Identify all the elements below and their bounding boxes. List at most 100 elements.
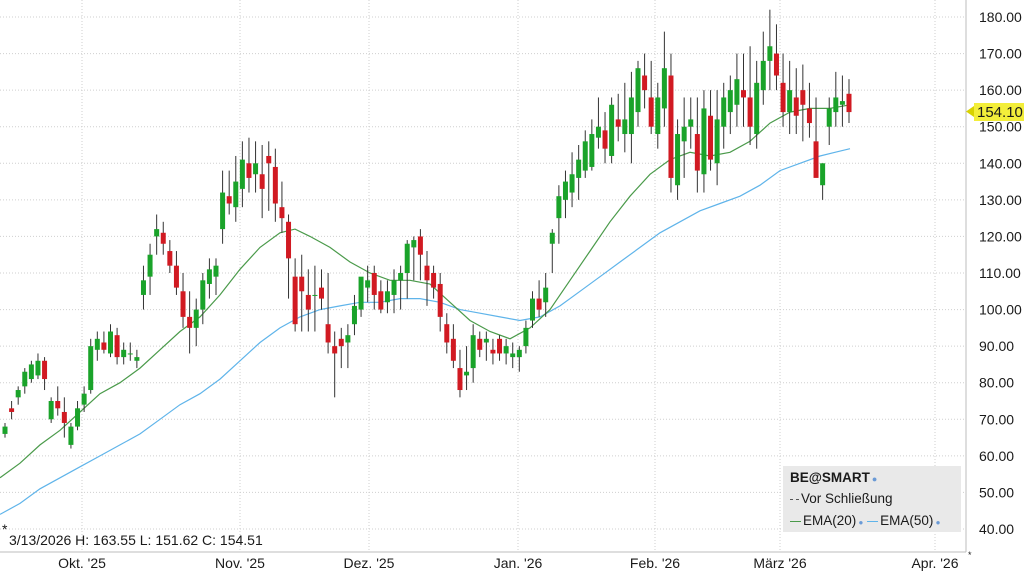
candle-body	[437, 283, 443, 317]
candle-body	[22, 371, 28, 387]
candle-body	[220, 192, 226, 230]
candle-body	[239, 159, 245, 189]
y-tick-label: 130.00	[979, 192, 1022, 208]
candle-body	[213, 265, 219, 277]
legend-ema20-label[interactable]: EMA(20)	[803, 513, 857, 528]
candle-body	[75, 408, 81, 427]
candle-body	[325, 324, 331, 343]
legend-close-label: Vor Schließung	[801, 491, 893, 506]
candle	[384, 280, 390, 314]
candle-body	[226, 196, 232, 204]
candle-body	[88, 346, 94, 391]
candle-body	[55, 401, 61, 409]
candle-body	[286, 221, 292, 259]
candle-body	[48, 401, 54, 420]
candle	[681, 97, 687, 178]
candle-body	[820, 163, 826, 186]
candle	[147, 243, 153, 295]
candle	[628, 71, 634, 164]
candle	[516, 346, 522, 372]
settings-dot-icon[interactable]: ●	[871, 474, 878, 484]
candle	[68, 422, 74, 449]
candle	[569, 152, 575, 208]
candle-body	[292, 276, 298, 325]
candle	[338, 327, 344, 369]
candle	[9, 401, 15, 420]
candle	[286, 214, 292, 299]
candle-body	[167, 251, 173, 266]
candle	[510, 342, 516, 369]
candle	[81, 386, 87, 412]
ohlc-info-line: 3/13/2026 H: 163.55 L: 151.62 C: 154.51	[9, 532, 263, 548]
candle-body	[200, 280, 206, 310]
candle	[530, 291, 535, 328]
candle	[675, 119, 681, 200]
candle-body	[266, 155, 272, 164]
candle-body	[42, 360, 48, 380]
candle	[2, 422, 8, 438]
ema50-settings-icon[interactable]: ●	[933, 518, 941, 527]
candle	[655, 82, 661, 149]
candle	[773, 24, 779, 91]
candle	[88, 338, 94, 394]
candle	[226, 170, 232, 215]
candle	[48, 397, 54, 423]
candle	[187, 291, 193, 354]
candle-body	[688, 119, 694, 127]
candle	[239, 141, 245, 208]
candle	[780, 53, 786, 127]
candle-body	[391, 280, 397, 295]
x-axis-ticks: Okt. '25 Nov. '25 Dez. '25 Jan. '26 Feb. '26…	[58, 555, 959, 571]
last-price-arrow	[966, 106, 974, 117]
candle-body	[556, 196, 562, 219]
candle	[305, 269, 311, 332]
candle	[272, 148, 278, 222]
candle-body	[134, 357, 140, 361]
ema20-series	[0, 104, 851, 479]
candle	[35, 353, 41, 380]
candle-body	[813, 141, 819, 178]
candle	[431, 265, 437, 299]
candle-body	[319, 287, 324, 299]
candle	[826, 97, 832, 145]
candle	[806, 82, 812, 138]
candle	[688, 97, 694, 149]
candle	[358, 276, 364, 317]
candle-body	[793, 97, 799, 116]
y-tick-label: 170.00	[979, 46, 1022, 62]
candle	[154, 214, 160, 255]
candle	[734, 53, 740, 127]
candle-body	[332, 346, 338, 354]
candle	[450, 324, 456, 369]
candle	[741, 53, 746, 127]
legend-ema50-label[interactable]: EMA(50)	[880, 513, 934, 528]
candle	[312, 265, 318, 332]
candle-body	[589, 134, 595, 167]
candle-body	[530, 298, 535, 321]
info-line-marker: *	[2, 521, 8, 537]
candle-body	[411, 240, 417, 248]
candle	[94, 331, 100, 361]
x-tick-label: Apr. '26	[911, 555, 958, 571]
ema50-series	[0, 148, 851, 515]
candle-body	[2, 426, 8, 434]
candle-body	[490, 349, 496, 354]
candle-body	[562, 181, 568, 200]
candle	[173, 251, 179, 295]
candle-body	[846, 93, 852, 113]
candle	[562, 170, 568, 219]
y-tick-label: 60.00	[979, 448, 1014, 464]
candle-body	[378, 291, 384, 310]
candle-body	[734, 79, 740, 105]
candle-body	[477, 338, 483, 350]
candle	[787, 60, 793, 135]
candle	[266, 141, 272, 211]
candle	[411, 236, 417, 281]
ema20-settings-icon[interactable]: ●	[856, 518, 864, 527]
candle	[661, 31, 667, 127]
candle	[371, 265, 377, 310]
candle-body	[68, 426, 74, 445]
candle-body	[800, 90, 806, 105]
candle	[325, 273, 331, 354]
